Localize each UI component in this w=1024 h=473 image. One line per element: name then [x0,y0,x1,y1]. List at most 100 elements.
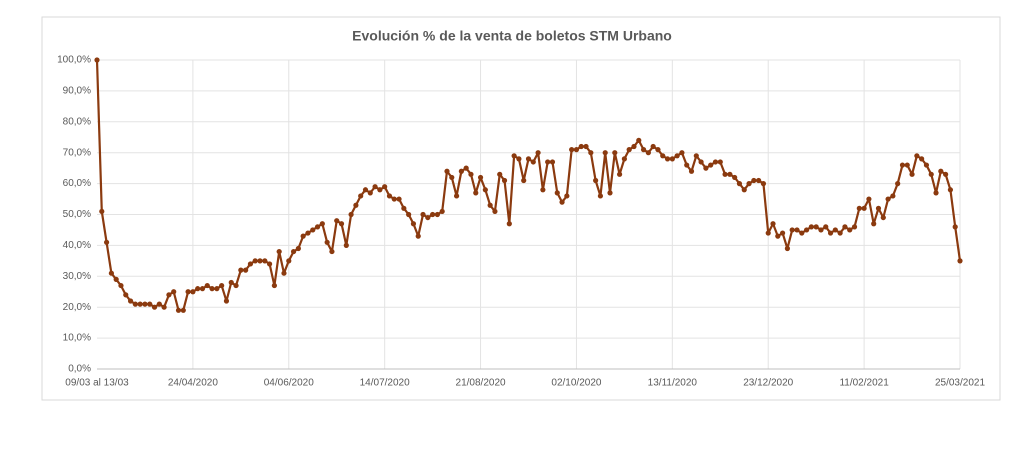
point [736,181,743,187]
point [156,301,162,307]
point [943,171,949,177]
point [420,211,426,218]
point [928,171,934,177]
point [243,267,249,273]
point [281,270,287,276]
y-tick-label: 0,0% [68,364,91,375]
point [204,282,210,289]
point [885,196,891,202]
point [99,208,105,215]
point [794,227,800,233]
point [751,177,757,184]
point [415,233,421,239]
x-tick-label: 13/11/2020 [648,378,698,389]
point [722,171,728,177]
point [358,193,364,199]
point [636,137,642,143]
point [113,276,119,282]
point [276,248,282,255]
point [238,267,244,273]
x-tick-label: 23/12/2020 [743,378,793,389]
point [458,168,464,174]
point [895,181,901,187]
point [914,153,920,159]
point [684,162,690,168]
point [147,301,153,307]
x-tick-label: 02/10/2020 [551,378,601,389]
point [214,286,220,292]
point [271,282,277,289]
point [803,227,810,233]
point [564,193,570,199]
point [487,202,493,208]
point [338,221,345,227]
point [286,258,292,264]
point [866,196,872,202]
point [933,190,939,196]
point [453,193,460,199]
point [492,208,498,215]
point [602,150,608,156]
point [516,156,522,162]
point [142,301,148,307]
point [899,162,906,168]
point [367,190,373,196]
point [497,171,503,177]
point [669,156,675,162]
point [578,143,584,150]
point [717,159,723,165]
point [247,261,254,267]
point [588,150,594,156]
point [477,174,484,181]
point [506,221,512,227]
point [593,177,599,184]
point [425,214,431,221]
point [372,184,378,190]
point [521,177,527,184]
point [434,211,441,218]
point [319,221,325,227]
point [262,258,268,264]
point [780,230,786,236]
point [818,227,824,233]
point [540,187,546,193]
point [209,286,215,292]
point [525,156,532,162]
point [382,184,388,190]
point [875,205,882,211]
point [267,261,273,267]
point [655,147,661,153]
point [847,227,853,233]
point [727,171,733,177]
point [871,221,877,227]
point [108,270,114,276]
point [938,168,944,174]
point [760,181,767,187]
x-tick-label: 21/08/2020 [456,378,506,389]
x-tick-label: 14/07/2020 [360,378,410,389]
point [756,177,762,184]
point [621,156,627,162]
point [396,196,402,202]
point [324,239,330,245]
point [650,143,656,150]
point [607,190,613,196]
point [746,181,752,187]
point [151,304,158,310]
point [784,245,791,252]
point [837,230,843,236]
y-tick-label: 10,0% [63,333,91,344]
y-tick-label: 50,0% [63,209,91,220]
point [391,196,397,202]
point [957,258,963,264]
point [166,292,172,298]
point [703,165,709,171]
point [137,301,143,307]
point [223,298,230,304]
x-tick-label: 04/06/2020 [264,378,314,389]
y-tick-label: 40,0% [63,240,91,251]
point [626,147,632,153]
point [199,286,206,292]
point [161,304,167,310]
point [449,174,455,181]
